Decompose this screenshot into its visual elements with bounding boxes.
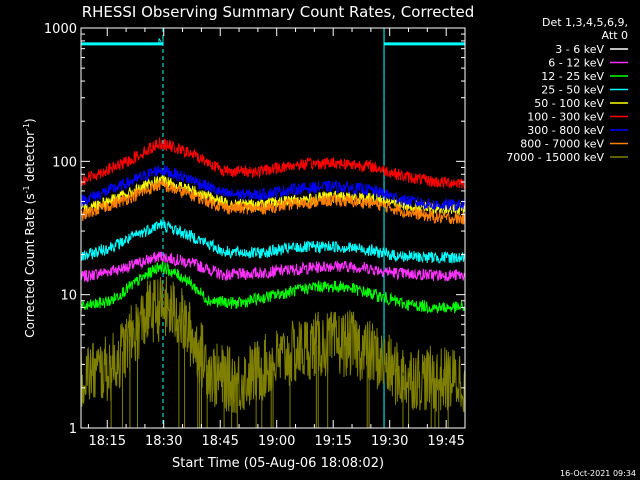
series-trace [81,178,465,225]
legend-entry-label: 100 - 300 keV [527,111,604,124]
y-axis-label-mid: detector [23,131,37,186]
y-axis-label-main: Corrected Count Rate (s [23,193,37,337]
legend-entry-label: 50 - 100 keV [534,97,604,110]
series-trace [81,137,465,189]
y-tick-label: 1 [69,422,77,437]
x-ticks: 18:15 18:30 18:45 19:00 19:15 19:30 19:45 [87,28,465,449]
y-ticks: 1 10 100 1000 [44,22,465,437]
x-tick-label: 18:45 [201,434,238,449]
series-layer [81,137,465,428]
series-line [81,251,465,283]
y-tick-label: 10 [60,289,77,304]
x-tick-label: 19:45 [427,434,464,449]
series-line [81,261,465,314]
x-tick-label: 19:30 [371,434,408,449]
series-trace [81,251,465,283]
legend-entry-label: 6 - 12 keV [548,57,604,70]
x-tick-label: 18:30 [145,434,182,449]
legend-header-line2: Att 0 [602,29,628,42]
y-tick-label: 1000 [44,22,77,37]
series-line [81,175,465,216]
night-layer [81,28,465,428]
y-axis-label-sup2: -1 [22,123,31,131]
series-trace [81,175,465,216]
legend-header-line1: Det 1,3,4,5,6,9, [542,16,628,29]
series-trace [81,276,465,428]
legend-entry-label: 800 - 7000 keV [520,138,604,151]
series-trace [81,165,465,212]
legend-entry-label: 7000 - 15000 keV [506,151,604,164]
series-line [81,178,465,225]
series-trace [81,261,465,314]
plot-area: 18:15 18:30 18:45 19:00 19:15 19:30 19:45 1101… [44,22,466,449]
timestamp: 16-Oct-2021 09:34 [560,469,636,478]
series-trace [81,219,465,264]
y-axis-label-sup1: -1 [22,185,31,193]
x-axis-label: Start Time (05-Aug-06 18:08:02) [172,456,384,471]
y-tick-label: 100 [52,155,77,170]
legend-entry-label: 300 - 800 keV [527,124,604,137]
chart-title: RHESSI Observing Summary Count Rates, Co… [82,3,475,21]
legend-entry-label: 12 - 25 keV [541,70,604,83]
y-axis-label: Corrected Count Rate (s-1 detector-1) [22,118,37,337]
series-line [81,165,465,212]
x-tick-label: 18:15 [89,434,126,449]
y-axis-label-end: ) [23,118,37,123]
x-tick-label: 19:00 [258,434,295,449]
legend-entry-label: 3 - 6 keV [555,43,604,56]
x-tick-label: 19:15 [314,434,351,449]
plot-frame [80,27,466,429]
series-line [81,276,465,414]
series-line [81,137,465,189]
flag-label: N [158,38,165,48]
series-line [81,219,465,264]
legend-entry-label: 25 - 50 keV [541,84,604,97]
